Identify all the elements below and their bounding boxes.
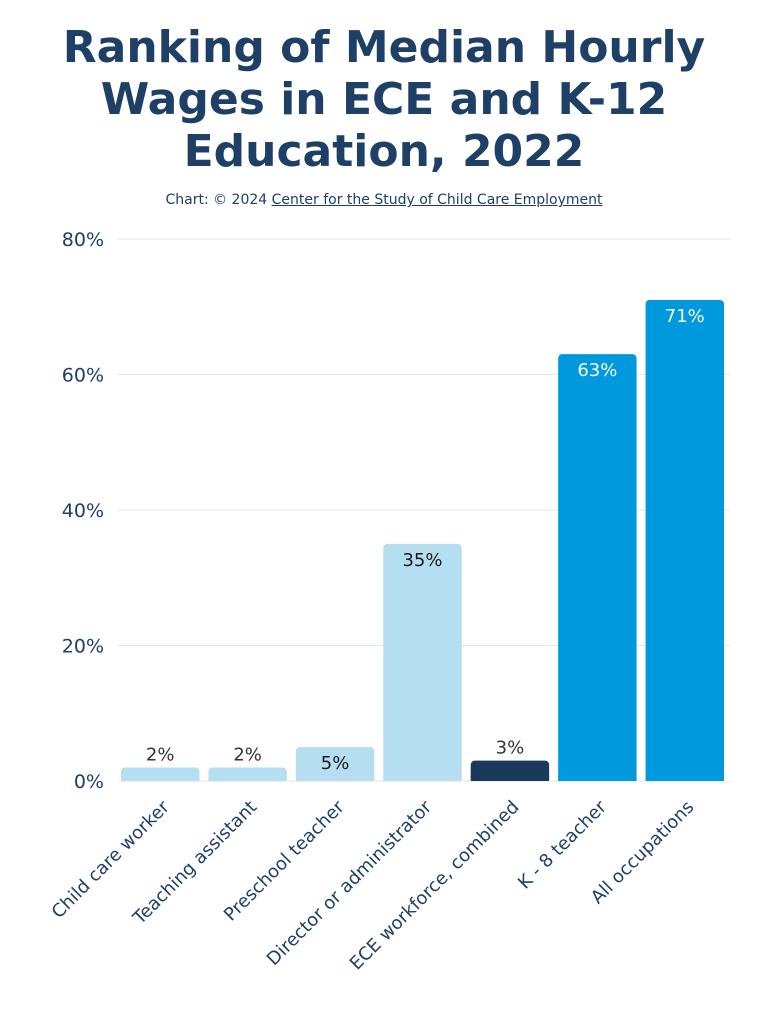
bar-base [558,776,637,781]
bar-base [121,776,200,781]
bar [558,354,637,781]
bar [295,747,375,781]
chart-title: Ranking of Median Hourly Wages in ECE an… [0,22,768,178]
bar-base [295,776,375,781]
bar-base [470,776,550,781]
title-line-3: Education, 2022 [183,126,585,177]
bar [470,760,550,781]
y-tick-label: 20% [62,636,104,658]
y-tick-label: 0% [74,771,104,793]
data-label: 2% [146,744,175,765]
x-category-label: K - 8 teacher [514,796,611,893]
title-line-2: Wages in ECE and K-12 [100,74,668,125]
x-category-label: Director or administrator [263,796,437,970]
title-line-1: Ranking of Median Hourly [62,22,706,73]
bar-base [208,776,287,781]
bar-base [383,776,462,781]
data-label: 3% [496,738,525,759]
y-tick-label: 60% [62,365,104,387]
bar [383,543,462,781]
chart-credit: Chart: © 2024 Center for the Study of Ch… [0,192,768,208]
y-tick-label: 40% [62,500,104,522]
data-label: 63% [577,360,617,381]
bar [645,299,724,781]
data-label: 5% [321,753,350,774]
data-label: 2% [233,744,262,765]
credit-link[interactable]: Center for the Study of Child Care Emplo… [271,192,603,208]
credit-prefix: Chart: © 2024 [165,192,272,208]
data-label: 35% [402,550,442,571]
x-category-label: ECE workforce, combined [346,797,524,975]
bar-base [645,776,724,781]
data-label: 71% [665,306,705,327]
y-tick-label: 80% [62,229,104,251]
